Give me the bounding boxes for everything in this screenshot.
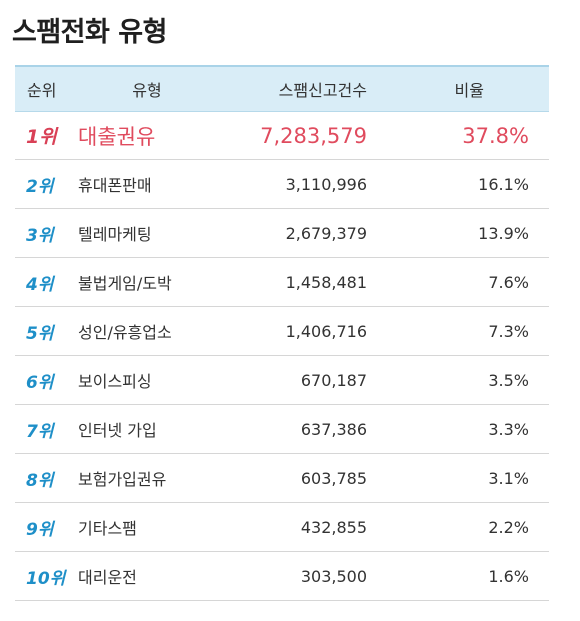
ratio-cell: 7.6% bbox=[488, 272, 529, 292]
type-cell: 대리운전 bbox=[78, 568, 137, 587]
type-cell: 대출권유 bbox=[78, 124, 156, 149]
table-row: 7위 인터넷 가입 637,386 3.3% bbox=[15, 405, 549, 454]
header-type: 유형 bbox=[132, 81, 162, 100]
table-row: 5위 성인/유흥업소 1,406,716 7.3% bbox=[15, 307, 549, 356]
ratio-cell: 37.8% bbox=[462, 123, 529, 148]
ratio-cell: 1.6% bbox=[488, 566, 529, 586]
count-cell: 2,679,379 bbox=[285, 223, 367, 243]
rank-label: 5위 bbox=[26, 323, 54, 344]
rank-label: 3위 bbox=[26, 225, 54, 246]
table-header: 순위 유형 스팸신고건수 비율 bbox=[15, 65, 549, 112]
type-cell: 기타스팸 bbox=[78, 519, 137, 538]
table-row: 3위 텔레마케팅 2,679,379 13.9% bbox=[15, 209, 549, 258]
ratio-cell: 3.1% bbox=[488, 468, 529, 488]
header-count: 스팸신고건수 bbox=[278, 81, 367, 100]
table-row: 9위 기타스팸 432,855 2.2% bbox=[15, 503, 549, 552]
type-cell: 성인/유흥업소 bbox=[78, 323, 172, 342]
rank-label: 8위 bbox=[26, 470, 54, 491]
header-ratio: 비율 bbox=[454, 81, 484, 100]
type-cell: 불법게임/도박 bbox=[78, 274, 172, 293]
page-title: 스팸전화 유형 bbox=[12, 17, 167, 48]
table-row: 10위 대리운전 303,500 1.6% bbox=[15, 552, 549, 601]
rank-label: 9위 bbox=[26, 519, 54, 540]
rank-label: 10위 bbox=[26, 568, 66, 589]
type-cell: 인터넷 가입 bbox=[78, 421, 157, 440]
ratio-cell: 3.3% bbox=[488, 419, 529, 439]
count-cell: 7,283,579 bbox=[260, 123, 367, 148]
rank-label: 7위 bbox=[26, 421, 54, 442]
count-cell: 603,785 bbox=[300, 468, 367, 488]
count-cell: 1,458,481 bbox=[285, 272, 367, 292]
type-cell: 휴대폰판매 bbox=[78, 176, 152, 195]
rank-label: 6위 bbox=[26, 372, 54, 393]
type-cell: 보이스피싱 bbox=[78, 372, 152, 391]
header-rank: 순위 bbox=[27, 81, 57, 100]
count-cell: 3,110,996 bbox=[285, 174, 367, 194]
count-cell: 432,855 bbox=[300, 517, 367, 537]
count-cell: 670,187 bbox=[300, 370, 367, 390]
ratio-cell: 2.2% bbox=[488, 517, 529, 537]
rank-label: 2위 bbox=[26, 176, 54, 197]
ratio-cell: 3.5% bbox=[488, 370, 529, 390]
type-cell: 텔레마케팅 bbox=[78, 225, 152, 244]
table-row: 6위 보이스피싱 670,187 3.5% bbox=[15, 356, 549, 405]
rank-label: 4위 bbox=[26, 274, 54, 295]
table-row: 8위 보험가입권유 603,785 3.1% bbox=[15, 454, 549, 503]
ratio-cell: 7.3% bbox=[488, 321, 529, 341]
count-cell: 637,386 bbox=[300, 419, 367, 439]
count-cell: 1,406,716 bbox=[285, 321, 367, 341]
type-cell: 보험가입권유 bbox=[78, 470, 167, 489]
ratio-cell: 13.9% bbox=[478, 223, 529, 243]
spam-call-table: 순위 유형 스팸신고건수 비율 1위 대출권유 7,283,579 37.8% … bbox=[15, 65, 549, 601]
table-row: 2위 휴대폰판매 3,110,996 16.1% bbox=[15, 160, 549, 209]
rank-label: 1위 bbox=[26, 126, 57, 148]
count-cell: 303,500 bbox=[300, 566, 367, 586]
table-row: 1위 대출권유 7,283,579 37.8% bbox=[15, 112, 549, 160]
ratio-cell: 16.1% bbox=[478, 174, 529, 194]
table-row: 4위 불법게임/도박 1,458,481 7.6% bbox=[15, 258, 549, 307]
